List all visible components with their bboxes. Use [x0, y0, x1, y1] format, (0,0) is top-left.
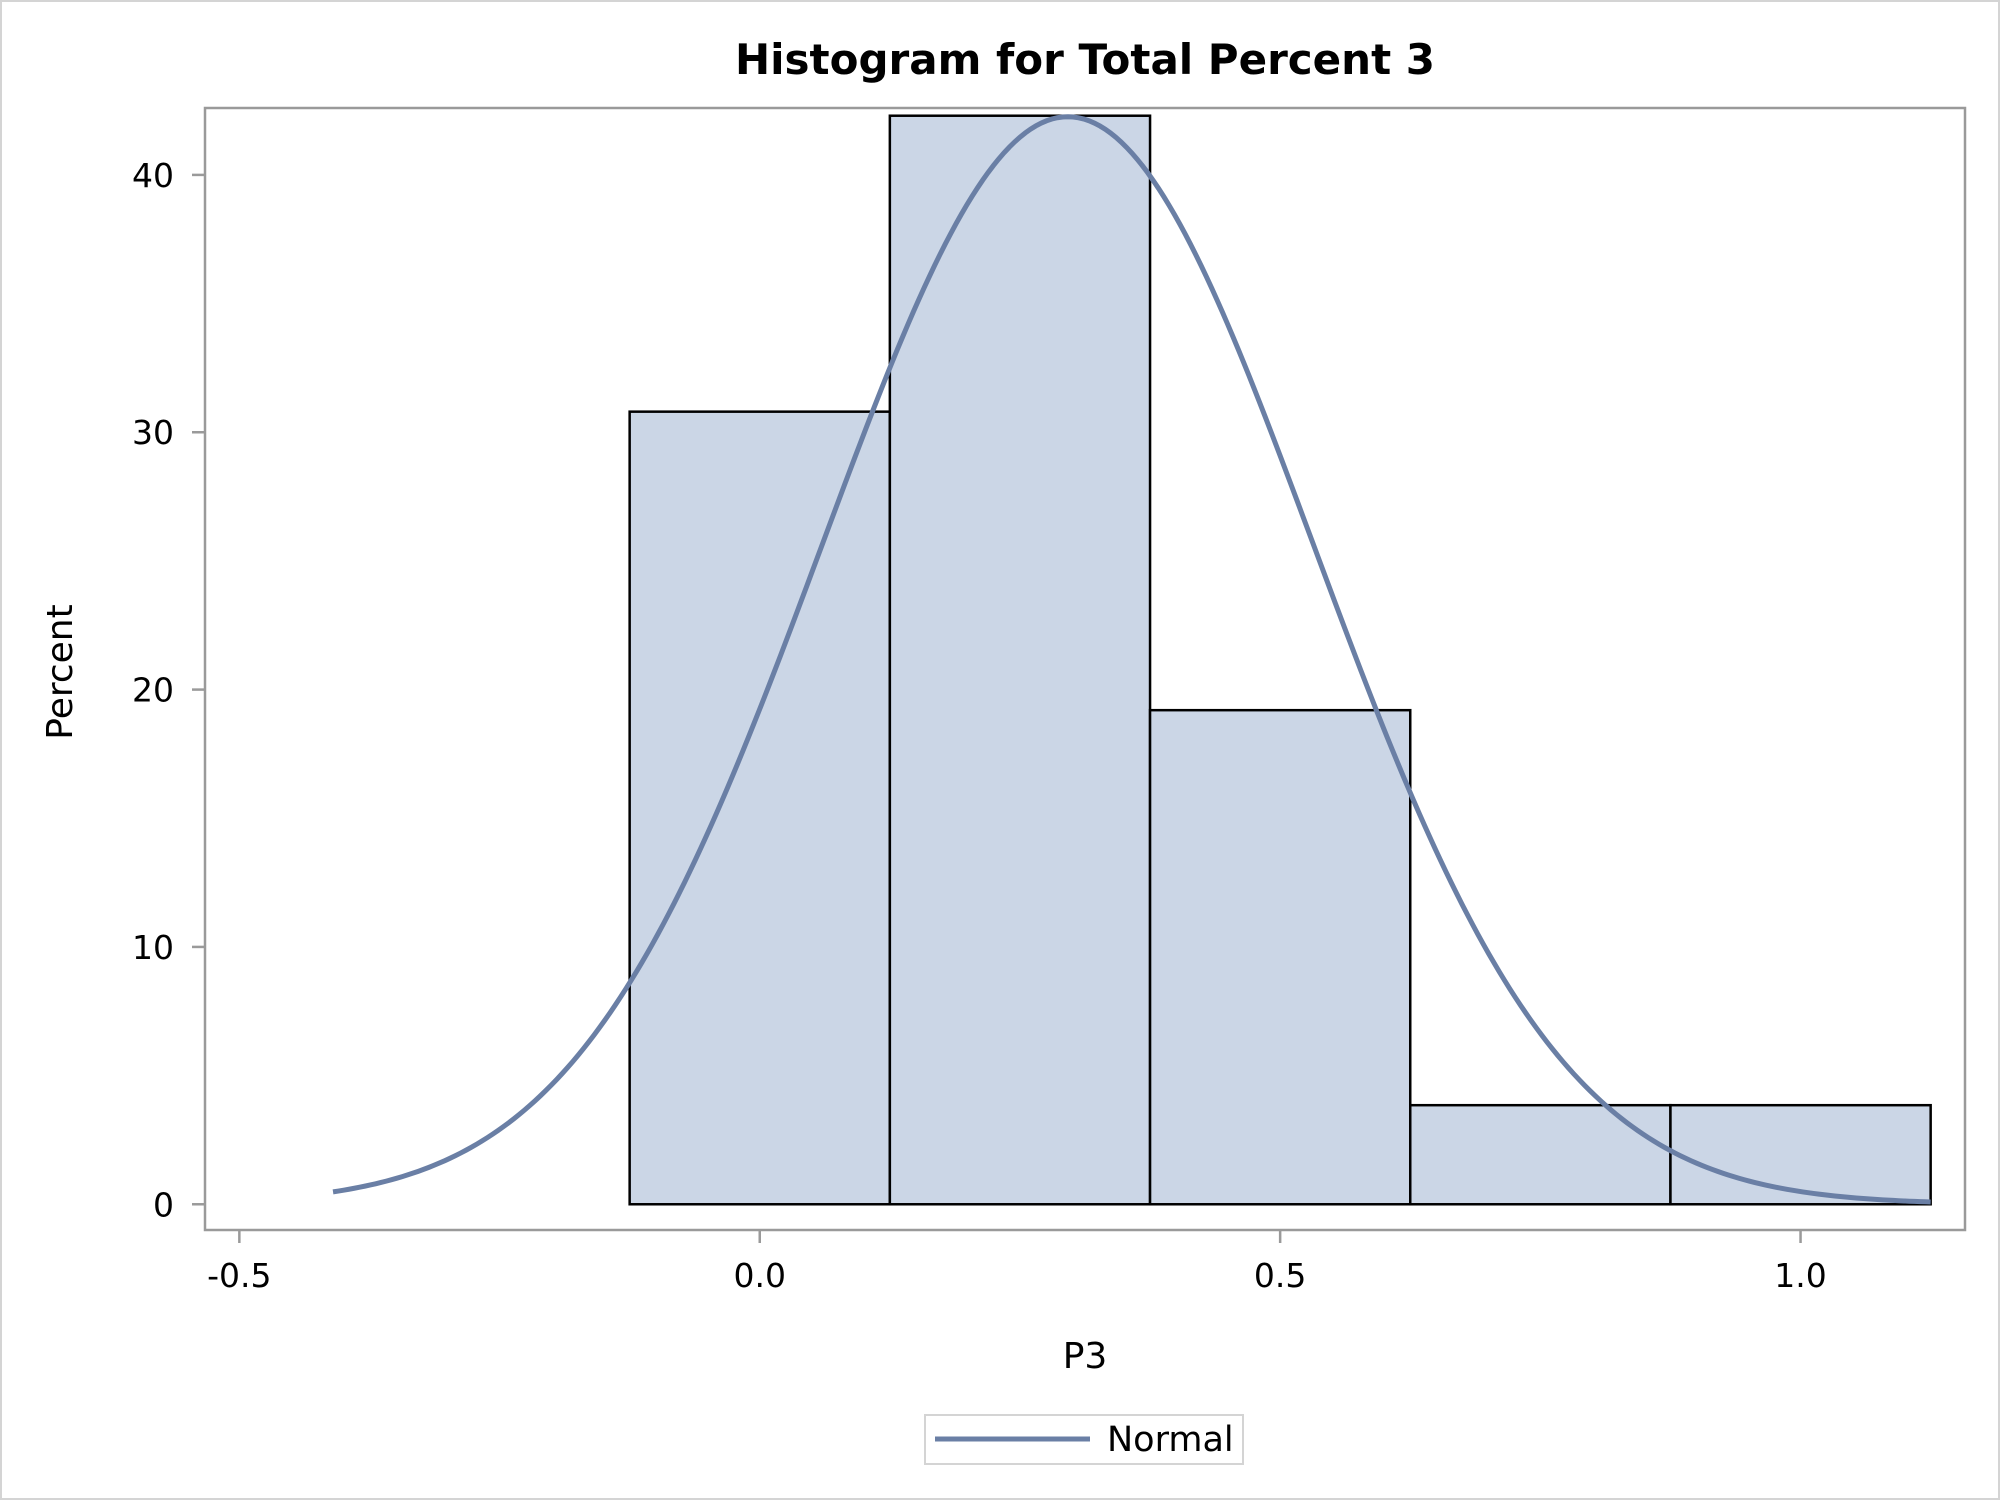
x-axis: -0.5 0.0 0.5 1.0 [207, 1230, 1827, 1295]
histogram-bar-3 [1148, 708, 1412, 1206]
y-tick-label-2: 10 [132, 928, 174, 967]
legend-label-normal: Normal [1107, 1420, 1234, 1460]
histogram-bar-5 [1669, 1103, 1932, 1206]
x-axis-label: P3 [1063, 1336, 1108, 1377]
legend: Normal [924, 1414, 1244, 1465]
histogram-bar-4 [1409, 1103, 1672, 1206]
histogram-bar-2 [888, 114, 1152, 1206]
curve-layer [332, 114, 1931, 1205]
normal-curve [332, 114, 1931, 1205]
plot-frame [203, 106, 1967, 1232]
y-tick-label-5: 40 [132, 156, 174, 195]
y-tick-label-4: 30 [132, 413, 174, 452]
y-tick-label-3: 20 [132, 671, 174, 710]
y-axis-label: Percent [40, 604, 81, 739]
y-tick-label-1: 0 [153, 1185, 174, 1224]
x-tick-label-1: -0.5 [207, 1256, 271, 1295]
chart-title: Histogram for Total Percent 3 [735, 35, 1435, 84]
x-tick-label-4: 1.0 [1774, 1256, 1826, 1295]
x-tick-label-3: 0.5 [1254, 1256, 1306, 1295]
y-axis: 0 10 20 30 40 [132, 156, 205, 1224]
x-tick-label-2: 0.0 [734, 1256, 786, 1295]
histogram-bar-1 [628, 410, 892, 1206]
bars-layer [628, 114, 1932, 1206]
